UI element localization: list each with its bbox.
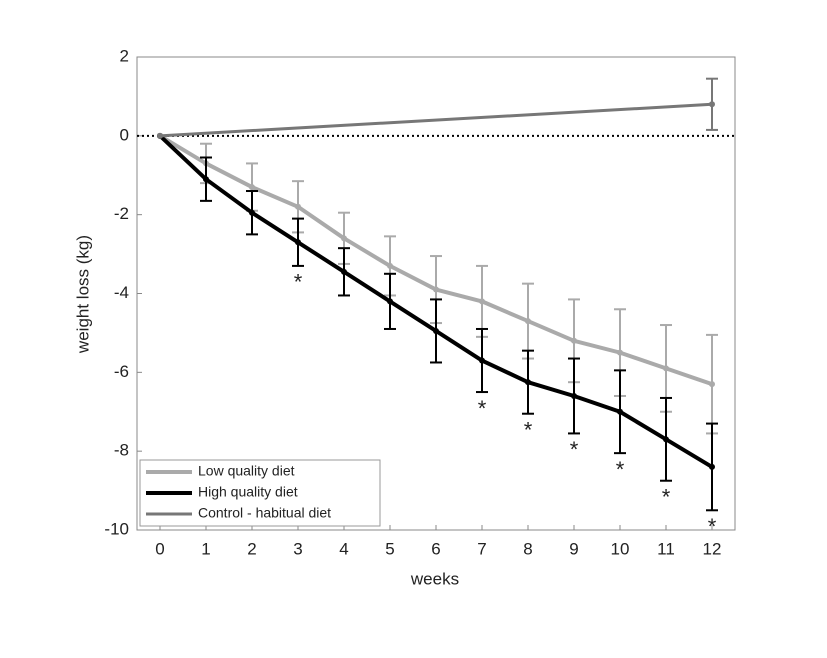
y-tick-label: 2 bbox=[120, 46, 129, 65]
point bbox=[571, 392, 577, 399]
point bbox=[295, 239, 301, 246]
significance-marker: * bbox=[478, 396, 487, 421]
x-tick-label: 4 bbox=[339, 539, 348, 558]
point bbox=[617, 408, 623, 415]
point bbox=[617, 349, 623, 356]
point bbox=[525, 318, 531, 325]
x-tick-label: 2 bbox=[247, 539, 256, 558]
x-tick-label: 8 bbox=[523, 539, 532, 558]
point bbox=[709, 381, 715, 388]
point bbox=[571, 337, 577, 344]
significance-marker: * bbox=[524, 418, 533, 443]
significance-marker: * bbox=[708, 514, 717, 539]
y-tick-label: -8 bbox=[114, 441, 129, 460]
y-tick-label: -10 bbox=[104, 519, 129, 538]
point bbox=[433, 286, 439, 293]
point bbox=[479, 298, 485, 305]
significance-marker: * bbox=[570, 437, 579, 462]
y-tick-label: -4 bbox=[114, 283, 129, 302]
x-axis-label: weeks bbox=[410, 569, 459, 588]
x-tick-label: 0 bbox=[155, 539, 164, 558]
x-tick-label: 6 bbox=[431, 539, 440, 558]
point bbox=[387, 298, 393, 305]
point bbox=[663, 436, 669, 443]
point bbox=[709, 101, 715, 108]
y-tick-label: -2 bbox=[114, 204, 129, 223]
point bbox=[387, 262, 393, 269]
legend-label: Control - habitual diet bbox=[198, 505, 331, 521]
legend-label: High quality diet bbox=[198, 484, 298, 500]
x-tick-label: 11 bbox=[657, 539, 675, 558]
y-tick-label: -6 bbox=[114, 362, 129, 381]
point bbox=[203, 176, 209, 183]
point bbox=[341, 268, 347, 275]
point bbox=[479, 357, 485, 364]
point bbox=[433, 327, 439, 334]
x-tick-label: 7 bbox=[477, 539, 486, 558]
legend-label: Low quality diet bbox=[198, 463, 295, 479]
y-tick-label: 0 bbox=[120, 125, 129, 144]
point bbox=[525, 379, 531, 386]
x-tick-label: 12 bbox=[703, 539, 722, 558]
point bbox=[341, 235, 347, 242]
y-axis-label: weight loss (kg) bbox=[73, 235, 92, 354]
significance-marker: * bbox=[662, 485, 671, 510]
x-tick-label: 9 bbox=[569, 539, 578, 558]
point bbox=[249, 209, 255, 216]
x-tick-label: 10 bbox=[611, 539, 630, 558]
point bbox=[709, 463, 715, 470]
legend: Low quality diet High quality diet Control… bbox=[139, 459, 381, 527]
significance-marker: * bbox=[616, 457, 625, 482]
significance-marker: * bbox=[294, 270, 303, 295]
x-tick-label: 1 bbox=[201, 539, 210, 558]
x-tick-label: 3 bbox=[293, 539, 302, 558]
point bbox=[663, 365, 669, 372]
point bbox=[157, 132, 163, 139]
series-line bbox=[159, 102, 713, 138]
point bbox=[249, 184, 255, 191]
point bbox=[295, 203, 301, 210]
x-tick-label: 5 bbox=[385, 539, 394, 558]
